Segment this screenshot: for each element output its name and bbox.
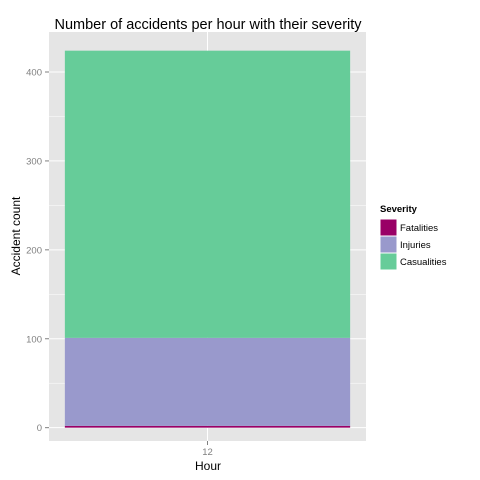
legend-label-fatalities: Fatalities [400,223,438,234]
x-axis: 12 [202,441,213,458]
y-tick-label: 400 [26,68,42,79]
legend-label-injuries: Injuries [400,240,431,251]
y-tick-label: 100 [26,334,42,345]
y-axis-label: Accident count [9,196,23,275]
legend-title: Severity [380,204,418,215]
bar-segment-fatalities [64,425,351,428]
chart-title: Number of accidents per hour with their … [54,17,362,33]
y-tick-label: 200 [26,245,42,256]
legend-key-fatalities [379,218,398,237]
legend: Severity Fatalities Injuries Casualities [379,204,447,271]
y-tick-label: 0 [37,423,42,434]
bar-stack [64,50,351,428]
bar-segment-injuries [64,337,351,426]
y-tick-label: 300 [26,156,42,167]
bar-segment-casualities [64,50,351,338]
legend-key-casualities [379,252,398,271]
x-axis-label: Hour [195,459,221,473]
y-axis: 0 100 200 300 400 [26,68,49,434]
legend-key-injuries [379,235,398,254]
x-tick-label: 12 [202,447,213,458]
legend-label-casualities: Casualities [400,257,447,268]
